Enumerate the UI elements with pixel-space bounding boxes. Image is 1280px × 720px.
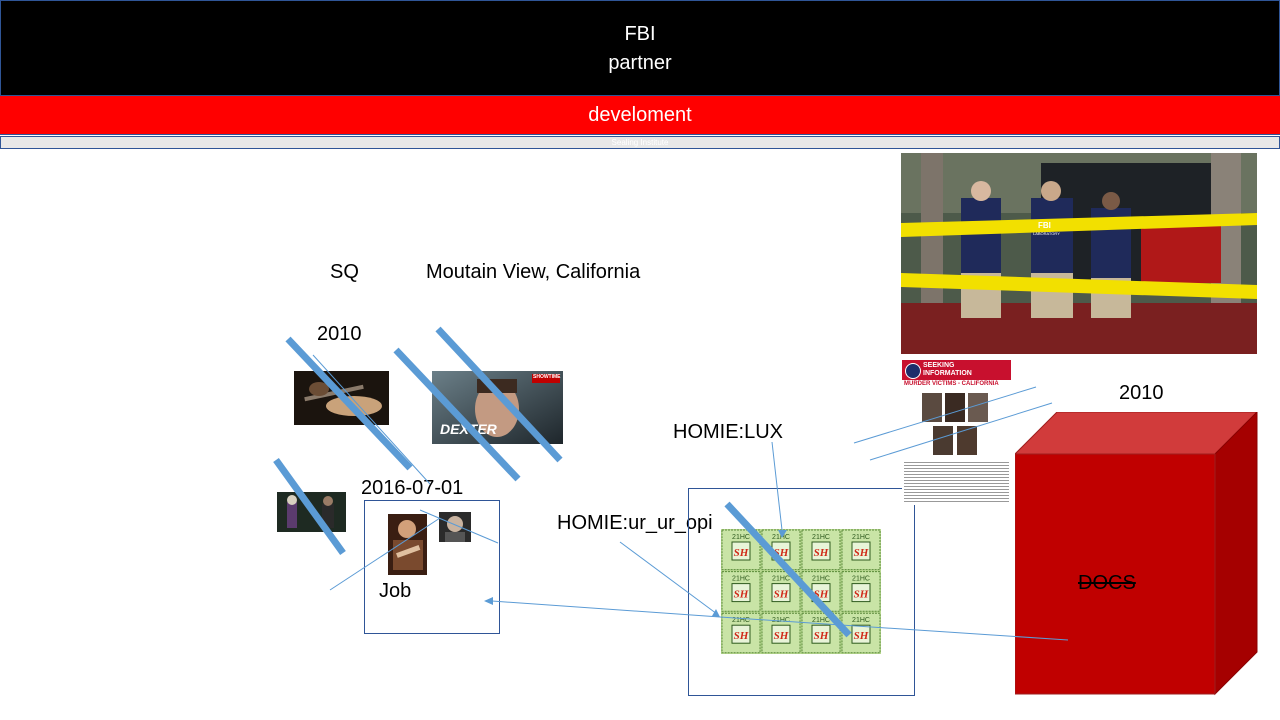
label-homie-ur: HOMIE:ur_ur_opi — [557, 512, 713, 534]
label-year-right: 2010 — [1119, 382, 1164, 404]
dexter-title: DEXTER — [440, 421, 497, 437]
job-box[interactable]: Job — [364, 500, 500, 634]
svg-text:21HC: 21HC — [812, 617, 830, 624]
poster-title-2: INFORMATION — [923, 370, 972, 377]
job-photo-guitarist-image — [388, 514, 427, 575]
poster-face-4 — [933, 426, 953, 455]
svg-text:SH: SH — [774, 630, 789, 642]
fbi-seal-icon — [905, 363, 921, 379]
poster-face-1 — [922, 393, 942, 422]
stamp-tile: 21HC SH — [841, 529, 881, 571]
poster-subtitle: MURDER VICTIMS - CALIFORNIA — [904, 381, 999, 387]
header-title: FBI — [624, 23, 656, 45]
grey-banner: Sealing Institute — [0, 136, 1280, 149]
svg-text:SH: SH — [814, 547, 829, 559]
label-sq: SQ — [330, 261, 359, 283]
stamps-box[interactable]: 21HC SH 21HC SH 21HC SH 21HC SH 21HC SH 21HC SH 21HC… — [688, 488, 915, 696]
header-banner: FBI partner — [0, 0, 1280, 96]
label-docs: DOCS — [1078, 572, 1136, 594]
job-photo-guitarist[interactable] — [388, 514, 427, 575]
poster-body-text — [904, 460, 1009, 502]
job-photo-man[interactable] — [439, 512, 471, 542]
stamp-tile: 21HC SH — [761, 529, 801, 571]
label-year-left: 2010 — [317, 323, 362, 345]
svg-text:SH: SH — [854, 630, 869, 642]
svg-text:21HC: 21HC — [732, 534, 750, 541]
arrow-to-job — [491, 600, 721, 618]
svg-text:21HC: 21HC — [772, 534, 790, 541]
svg-text:SH: SH — [854, 547, 869, 559]
svg-text:21HC: 21HC — [732, 617, 750, 624]
thumb-dexter[interactable]: SHOWTIME DEXTER — [432, 371, 563, 444]
label-location: Moutain View, California — [426, 261, 641, 283]
stamp-tile: 21HC SH — [721, 571, 761, 612]
stamp-tile: 21HC SH — [761, 612, 801, 654]
svg-text:21HC: 21HC — [732, 576, 750, 583]
label-date: 2016-07-01 — [361, 477, 464, 499]
poster-face-2 — [945, 393, 965, 422]
red-banner: develoment — [0, 95, 1280, 135]
dexter-badge: SHOWTIME — [533, 374, 561, 380]
label-job: Job — [379, 580, 412, 602]
svg-text:21HC: 21HC — [772, 576, 790, 583]
docs-cube[interactable]: DOCS — [1013, 410, 1259, 696]
poster-title-1: SEEKING — [923, 362, 955, 369]
vest-label-lab: LABORATORY — [1033, 231, 1060, 236]
poster-face-3 — [968, 393, 988, 422]
svg-text:21HC: 21HC — [812, 534, 830, 541]
job-photo-man-image — [439, 512, 471, 542]
header-subtitle: partner — [608, 52, 672, 74]
svg-text:SH: SH — [814, 630, 829, 642]
thumb-dark-scene-image — [294, 371, 389, 425]
svg-text:21HC: 21HC — [852, 617, 870, 624]
svg-text:SH: SH — [774, 547, 789, 559]
stamp-tile: 21HC SH — [801, 529, 841, 571]
stamp-tile: 21HC SH — [761, 571, 801, 612]
thumb-dark-scene[interactable] — [294, 371, 389, 425]
svg-text:21HC: 21HC — [772, 617, 790, 624]
svg-text:SH: SH — [854, 589, 869, 601]
poster-face-5 — [957, 426, 977, 455]
green-stamps-image: 21HCSH21HCSH21HCSH21HCSH21HCSH21HCSH21HC… — [721, 529, 881, 654]
svg-text:21HC: 21HC — [852, 576, 870, 583]
docs-cube-shape — [1013, 410, 1259, 696]
svg-text:SH: SH — [774, 589, 789, 601]
fbi-scene-photo[interactable]: FBI LABORATORY — [901, 153, 1257, 354]
vest-label-fbi: FBI — [1038, 221, 1051, 230]
stamp-tile: 21HC SH — [841, 612, 881, 654]
svg-text:21HC: 21HC — [852, 534, 870, 541]
thumb-joker-image — [277, 492, 346, 532]
label-homie-lux: HOMIE:LUX — [673, 421, 784, 443]
stamp-tile: 21HC SH — [801, 612, 841, 654]
seeking-information-poster[interactable]: SEEKING INFORMATION MURDER VICTIMS - CAL… — [902, 360, 1012, 505]
poster-header — [902, 360, 1011, 380]
stamp-tile: 21HC SH — [841, 571, 881, 612]
thumb-joker[interactable] — [277, 492, 346, 532]
stamp-tile: 21HC SH — [801, 571, 841, 612]
svg-text:SH: SH — [814, 589, 829, 601]
stamp-tile: 21HC SH — [721, 612, 761, 654]
svg-text:21HC: 21HC — [812, 576, 830, 583]
fbi-scene-image — [901, 153, 1257, 354]
svg-text:SH: SH — [734, 589, 749, 601]
svg-text:SH: SH — [734, 630, 749, 642]
stamp-tile: 21HC SH — [721, 529, 761, 571]
svg-text:SH: SH — [734, 547, 749, 559]
green-stamps[interactable]: 21HC SH 21HC SH 21HC SH 21HC SH 21HC SH 21HC SH 21HC… — [721, 529, 881, 654]
